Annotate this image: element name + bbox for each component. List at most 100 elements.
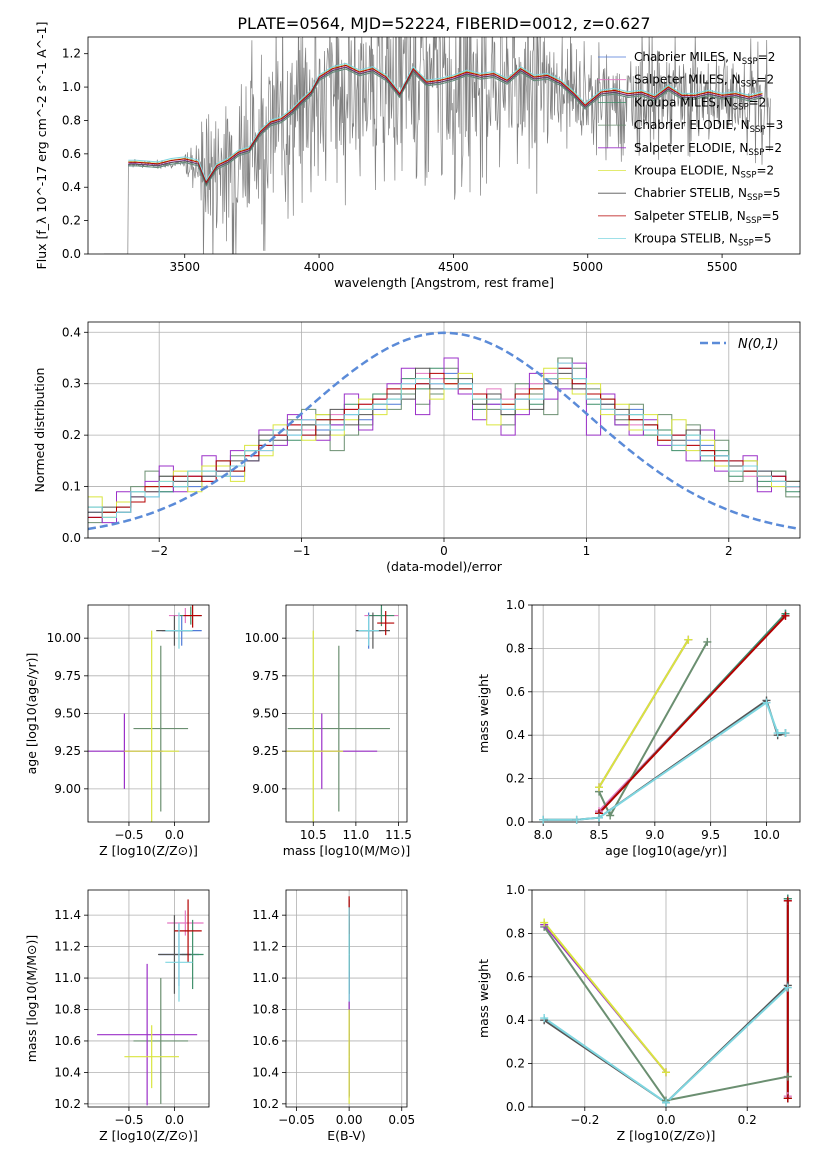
x-axis-label: wavelength [Angstrom, rest frame] [334, 275, 554, 290]
x-tick-label: 0.0 [165, 828, 184, 842]
axes-frame [531, 889, 801, 1108]
y-tick-label: 9.00 [252, 782, 279, 796]
mass-age-panel: 10.5 11.0 11.5 9.00 9.25 9.50 9.75 10.00 mass [l… [245, 604, 412, 858]
weight-point-marker [773, 729, 782, 738]
y-axis-label: mass weight [476, 674, 491, 753]
y-tick-label: 0.4 [62, 180, 81, 194]
weight-point-marker [703, 637, 712, 646]
x-tick-label: −2 [150, 544, 168, 558]
weight-point-marker [783, 983, 792, 992]
y-tick-label: 10.6 [54, 1034, 81, 1048]
y-tick-label: 0.0 [62, 247, 81, 261]
age-weight-panel: 8.0 8.5 9.0 9.5 10.0 0.0 0.2 0.4 0.6 0.8 1.0 age [l… [476, 598, 801, 858]
weight-point-marker [783, 1094, 792, 1103]
residual-histogram-step [88, 362, 800, 518]
y-tick-label: 10.8 [252, 1003, 279, 1017]
y-tick-label: 0.8 [506, 641, 525, 655]
y-tick-label: 10.8 [54, 1003, 81, 1017]
y-tick-label: 0.6 [506, 685, 525, 699]
y-tick-label: 10.2 [252, 1097, 279, 1111]
weight-point-marker [595, 813, 603, 822]
y-tick-label: 0.0 [506, 1100, 525, 1114]
legend-entry: Kroupa STELIB, NSSP=5 [634, 232, 772, 249]
y-tick-label: 9.25 [252, 744, 279, 758]
axes-frame [87, 604, 210, 823]
x-tick-label: 9.0 [645, 828, 664, 842]
legend-entry: Kroupa ELODIE, NSSP=2 [634, 164, 774, 181]
x-tick-label: 5500 [707, 260, 738, 274]
y-axis-label: age [log10(age/yr)] [24, 653, 39, 775]
x-axis-label: E(B-V) [327, 1128, 366, 1143]
x-axis-label: Z [log10(Z/Z⊙)] [617, 1128, 716, 1143]
residual-legend: N(0,1) [700, 337, 779, 352]
plot-area [543, 613, 787, 821]
plot-area [88, 331, 800, 531]
y-axis-label: mass [log10(M/M⊙)] [24, 935, 39, 1063]
y-tick-label: 10.00 [245, 631, 279, 645]
weight-point-marker [684, 635, 693, 644]
x-tick-label: −0.05 [278, 1113, 315, 1127]
model-spectrum-line [128, 66, 763, 186]
z-age-panel: −0.5 0.0 9.00 9.25 9.50 9.75 10.00 Z [log10(Z/Z… [24, 604, 210, 858]
y-tick-label: 9.00 [54, 782, 81, 796]
model-spectrum-line [128, 68, 763, 187]
weight-line [598, 641, 709, 818]
weight-point-marker [783, 1072, 792, 1081]
axes-frame [531, 604, 801, 823]
weight-point-marker [540, 918, 549, 927]
x-tick-label: 1 [583, 544, 591, 558]
weight-point-marker [781, 611, 790, 620]
x-tick-label: 0 [440, 544, 448, 558]
y-tick-label: 1.0 [506, 883, 525, 897]
z-mass-panel: −0.5 0.0 10.2 10.4 10.6 10.8 11.0 11.2 11.4 Z [lo… [24, 889, 210, 1143]
weight-point-marker [662, 1098, 670, 1107]
y-tick-label: 10.4 [54, 1065, 81, 1079]
ebv-mass-panel: −0.05 0.00 0.05 10.2 10.4 10.6 10.8 11.0 11.2 11.… [252, 889, 415, 1143]
weight-point-marker [762, 698, 771, 707]
legend-entry: Chabrier MILES, NSSP=2 [634, 50, 775, 67]
y-tick-label: 11.2 [54, 940, 81, 954]
y-tick-label: 0.8 [506, 926, 525, 940]
spectrum-legend: Chabrier MILES, NSSP=2 Salpeter MILES, NS… [598, 50, 783, 249]
weight-point-marker [539, 815, 548, 824]
y-tick-label: 0.2 [506, 1057, 525, 1071]
plot-area [104, 37, 771, 254]
x-tick-label: 8.0 [534, 828, 553, 842]
weight-line [543, 921, 667, 1073]
y-tick-label: 0.3 [62, 377, 81, 391]
x-tick-label: 0.00 [336, 1113, 363, 1127]
x-tick-label: 0.0 [656, 1113, 675, 1127]
y-tick-label: 10.2 [54, 1097, 81, 1111]
legend-entry: Salpeter STELIB, NSSP=5 [634, 209, 779, 226]
y-axis-label: Flux [f_λ 10^-17 erg cm^-2 s^-1 A^-1] [34, 22, 49, 270]
x-tick-label: 10.5 [300, 828, 327, 842]
x-tick-label: 4000 [304, 260, 335, 274]
axes-frame [285, 604, 408, 823]
x-axis-label: Z [log10(Z/Z⊙)] [99, 1128, 198, 1143]
y-tick-label: 0.4 [506, 728, 525, 742]
x-tick-label: 11.0 [343, 828, 370, 842]
legend-entry: Salpeter ELODIE, NSSP=2 [634, 141, 782, 158]
weight-point-marker [572, 815, 581, 824]
x-axis-label: Z [log10(Z/Z⊙)] [99, 843, 198, 858]
axes-frame [285, 889, 408, 1108]
axes-frame [87, 36, 801, 255]
y-tick-label: 9.25 [54, 744, 81, 758]
weight-point-marker [595, 783, 603, 792]
x-tick-label: 3500 [169, 260, 200, 274]
x-tick-label: 2 [725, 544, 733, 558]
y-tick-label: 1.0 [506, 598, 525, 612]
plot-area [286, 605, 399, 822]
weight-line [598, 615, 787, 814]
plot-area [97, 899, 204, 1106]
y-tick-label: 0.0 [62, 531, 81, 545]
y-tick-label: 9.50 [252, 707, 279, 721]
y-tick-label: 11.2 [252, 940, 279, 954]
y-tick-label: 9.75 [54, 669, 81, 683]
y-axis-label: Normed distribution [32, 368, 47, 493]
y-tick-label: 9.50 [54, 707, 81, 721]
y-tick-label: 0.2 [506, 772, 525, 786]
x-tick-label: 9.5 [701, 828, 720, 842]
x-tick-label: 4500 [438, 260, 469, 274]
legend-entry: Chabrier ELODIE, NSSP=3 [634, 118, 783, 135]
